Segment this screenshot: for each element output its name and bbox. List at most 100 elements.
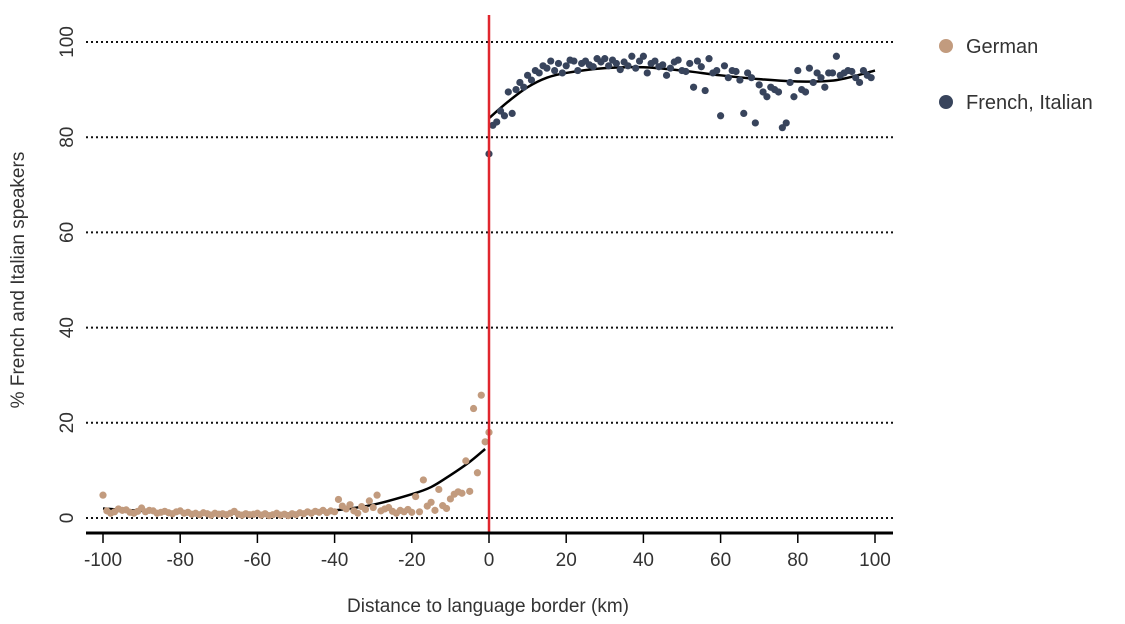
x-tick-label: -80 [166,550,193,571]
point-french-italian [512,86,520,94]
y-axis-title: % French and Italian speakers [8,152,29,409]
point-german [354,509,362,517]
point-french-italian [686,59,694,68]
point-french-italian [535,69,543,77]
x-tick-label: 20 [556,550,577,571]
point-french-italian [828,69,837,77]
point-french-italian [682,67,690,76]
point-german [462,457,470,465]
x-tick-label: -100 [84,550,122,571]
point-french-italian [551,66,559,75]
point-french-italian [848,67,856,76]
point-german [361,505,370,514]
point-french-italian [689,83,698,91]
point-french-italian [693,57,702,65]
point-french-italian [813,69,821,77]
point-german [477,391,485,399]
x-tick-label: 60 [710,550,731,571]
legend-label-german: German [966,36,1038,58]
x-axis-ticks: -100 -80 -60 -40 -20 0 20 40 60 80 100 [84,533,891,571]
point-french-italian [697,63,705,71]
point-german [435,485,443,494]
point-german [466,487,474,495]
point-french-italian [747,74,756,82]
point-french-italian [639,52,648,60]
point-german [373,491,381,499]
point-french-italian [624,62,632,70]
point-french-italian [574,66,582,75]
point-french-italian [701,86,709,95]
x-tick-label: 80 [787,550,808,571]
point-french-italian [616,66,624,74]
point-german [412,492,420,501]
point-french-italian [643,69,651,77]
point-german [99,491,107,499]
point-german [446,495,454,503]
legend: German French, Italian [939,36,1093,114]
point-french-italian [666,64,675,72]
point-french-italian [774,88,783,96]
point-french-italian [632,64,640,72]
point-french-italian [740,109,748,117]
point-german [369,503,377,512]
point-french-italian [558,69,566,77]
point-french-italian [516,78,524,87]
point-french-italian [547,57,555,65]
point-french-italian [763,93,771,101]
point-french-italian [496,107,505,115]
point-french-italian [782,119,790,127]
x-tick-label: -40 [321,550,348,571]
point-french-italian [524,71,532,79]
point-french-italian [601,55,609,63]
point-french-italian [662,71,671,79]
fit-line-french-italian [488,65,876,120]
y-tick-label: 60 [57,222,78,243]
point-french-italian [809,78,817,87]
point-german [431,506,439,514]
point-french-italian [867,74,875,82]
point-french-italian [605,62,613,70]
point-french-italian [589,63,597,71]
point-german [346,501,354,509]
point-german [415,508,424,516]
point-french-italian [508,109,516,117]
point-french-italian [751,119,759,127]
point-french-italian [543,64,551,72]
point-french-italian [724,74,732,82]
point-french-italian [554,59,563,68]
point-german [469,404,478,413]
point-french-italian [504,88,512,96]
point-german [442,504,451,513]
point-french-italian [778,124,786,132]
point-french-italian [628,52,636,60]
point-french-italian [674,56,682,64]
y-tick-label: 80 [57,127,78,148]
point-french-italian [859,66,868,75]
point-french-italian [832,52,841,60]
point-french-italian [759,88,767,96]
point-french-italian [713,66,721,75]
point-french-italian [744,69,752,77]
point-french-italian [635,57,644,65]
point-french-italian [852,74,860,82]
point-german [331,508,339,516]
point-french-italian [493,118,501,126]
point-french-italian [736,76,744,84]
point-german [473,469,482,477]
x-tick-label: -60 [244,550,271,571]
x-tick-label: 40 [633,550,654,571]
y-axis-ticks: 0 20 40 60 80 100 [57,26,78,523]
point-french-italian [817,74,825,82]
legend-marker-french-italian [939,95,953,109]
point-french-italian [659,61,667,69]
y-tick-label: 0 [57,513,78,524]
point-french-italian [732,67,740,76]
point-french-italian [705,55,713,63]
x-tick-label: 0 [484,550,495,571]
point-french-italian [720,62,729,70]
point-french-italian [562,62,570,70]
point-french-italian [651,57,659,65]
y-tick-label: 20 [57,412,78,433]
point-french-italian [790,93,798,101]
y-tick-label: 100 [57,26,78,58]
